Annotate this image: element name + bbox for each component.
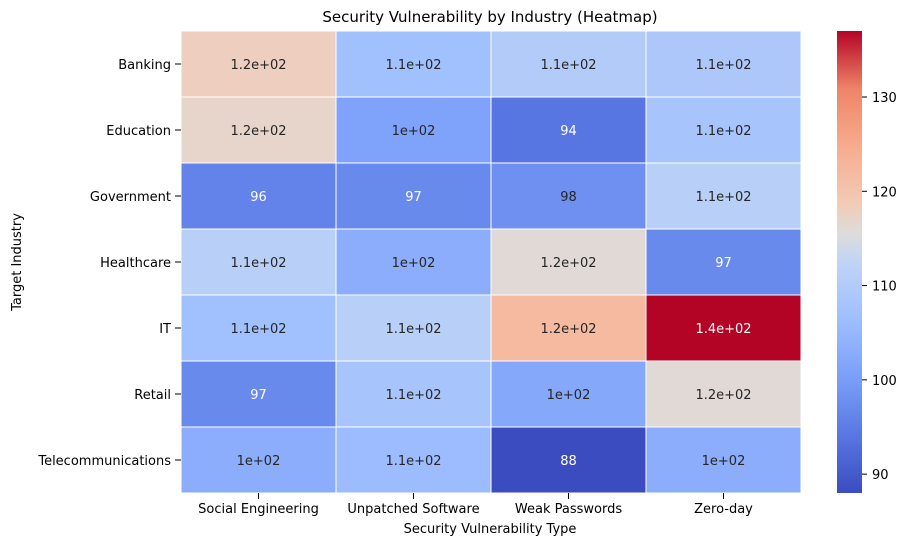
y-tick-label: Retail — [134, 388, 171, 403]
cell-annotation: 97 — [250, 388, 267, 403]
heatmap-cell — [645, 228, 802, 296]
cell-annotation: 1e+02 — [237, 454, 281, 469]
cell-annotation: 1.1e+02 — [695, 124, 751, 139]
cell-annotation: 97 — [715, 256, 732, 271]
x-axis-label: Security Vulnerability Type — [404, 522, 577, 537]
x-tick-label: Unpatched Software — [347, 502, 479, 517]
cell-annotation: 1.1e+02 — [385, 388, 441, 403]
x-tick-label: Weak Passwords — [515, 502, 622, 517]
heatmap-cell — [645, 294, 802, 362]
cell-annotation: 98 — [560, 190, 577, 205]
cell-annotation: 1.1e+02 — [385, 58, 441, 73]
x-axis-ticks: Social Engineering Unpatched Software Weak… — [198, 493, 753, 517]
heatmap-cell — [335, 360, 492, 428]
cell-annotation: 1.2e+02 — [540, 322, 596, 337]
x-tick-label: Zero-day — [694, 502, 753, 517]
x-tick-label: Social Engineering — [198, 502, 319, 517]
heatmap-cell — [490, 294, 647, 362]
y-tick-label: Education — [106, 124, 171, 139]
cell-annotation: 1.1e+02 — [385, 454, 441, 469]
y-tick-label: Banking — [118, 58, 171, 73]
heatmap-cell — [180, 360, 337, 428]
heatmap-cell — [180, 96, 337, 164]
y-tick-label: Telecommunications — [37, 454, 171, 469]
heatmap-cell — [490, 426, 647, 494]
cell-annotation: 97 — [405, 190, 422, 205]
y-tick-label: Government — [90, 190, 171, 205]
colorbar — [837, 31, 862, 493]
cell-annotation: 1.2e+02 — [540, 256, 596, 271]
heatmap-cell — [645, 162, 802, 230]
heatmap-cell — [490, 228, 647, 296]
heatmap-cell — [335, 228, 492, 296]
cell-annotation: 1.1e+02 — [230, 256, 286, 271]
cell-annotation: 1e+02 — [392, 256, 436, 271]
y-tick-label: Healthcare — [100, 256, 171, 271]
heatmap-cell — [645, 30, 802, 98]
y-axis-ticks: Banking Education Government Healthcare IT Re… — [37, 58, 181, 469]
heatmap-cell — [180, 426, 337, 494]
cell-annotation: 96 — [250, 190, 267, 205]
heatmap-cell — [180, 228, 337, 296]
heatmap-cell — [490, 30, 647, 98]
colorbar-tick-label: 90 — [872, 468, 889, 483]
heatmap-cells: 1.2e+02 1.1e+02 1.1e+02 1.1e+02 1.2e+02 1e+02… — [180, 30, 802, 494]
y-tick-label: IT — [159, 322, 171, 337]
cell-annotation: 1.1e+02 — [540, 58, 596, 73]
cell-annotation: 94 — [560, 124, 577, 139]
cell-annotation: 1.1e+02 — [385, 322, 441, 337]
colorbar-ticks: 90 100 110 120 130 — [862, 91, 897, 483]
cell-annotation: 1.2e+02 — [695, 388, 751, 403]
colorbar-tick-label: 110 — [872, 280, 897, 295]
heatmap-cell — [645, 426, 802, 494]
heatmap-cell — [645, 96, 802, 164]
colorbar-tick-label: 100 — [872, 374, 897, 389]
y-axis-label: Target Industry — [10, 213, 25, 312]
colorbar-tick-label: 130 — [872, 91, 897, 106]
cell-annotation: 1e+02 — [702, 454, 746, 469]
cell-annotation: 1.1e+02 — [695, 58, 751, 73]
cell-annotation: 1e+02 — [392, 124, 436, 139]
heatmap-cell — [335, 96, 492, 164]
cell-annotation: 88 — [560, 454, 577, 469]
heatmap-cell — [335, 294, 492, 362]
cell-annotation: 1.2e+02 — [230, 124, 286, 139]
colorbar-tick-label: 120 — [872, 185, 897, 200]
heatmap-cell — [180, 294, 337, 362]
cell-annotation: 1.1e+02 — [695, 190, 751, 205]
heatmap-cell — [335, 30, 492, 98]
heatmap-cell — [645, 360, 802, 428]
cell-annotation: 1.2e+02 — [230, 58, 286, 73]
chart-title: Security Vulnerability by Industry (Heat… — [322, 8, 657, 26]
heatmap-cell — [180, 30, 337, 98]
cell-annotation: 1.1e+02 — [230, 322, 286, 337]
cell-annotation: 1e+02 — [547, 388, 591, 403]
cell-annotation: 1.4e+02 — [695, 322, 751, 337]
heatmap-cell — [335, 162, 492, 230]
heatmap-cell — [490, 360, 647, 428]
